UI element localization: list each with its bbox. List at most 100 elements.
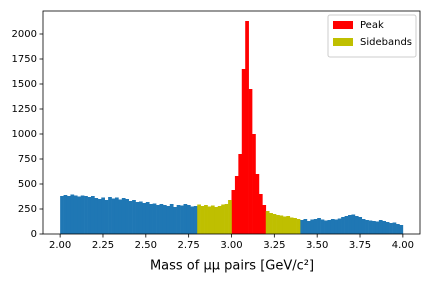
x-tick-label: 3.25 <box>263 240 285 251</box>
histogram-bar <box>282 216 287 234</box>
histogram-bar <box>262 205 267 234</box>
x-axis-label: Mass of μμ pairs [GeV/c²] <box>150 259 314 274</box>
histogram-bar <box>265 211 270 234</box>
histogram-bar <box>169 204 174 234</box>
histogram-bar <box>142 203 147 234</box>
histogram-bar <box>149 204 153 234</box>
legend-label: Peak <box>360 20 384 31</box>
histogram-bar <box>351 214 356 234</box>
histogram-bar <box>258 194 263 234</box>
histogram-bar <box>221 204 225 234</box>
histogram-bar <box>269 213 273 234</box>
histogram-bar <box>204 205 208 234</box>
histogram-bar <box>382 221 387 234</box>
histogram-bar <box>255 174 260 234</box>
histogram-bar <box>84 196 88 234</box>
histogram-bar <box>296 219 301 234</box>
histogram-bar <box>334 219 339 234</box>
histogram-bar <box>303 219 308 234</box>
histogram-bar <box>166 206 171 234</box>
histogram-bar <box>324 220 328 234</box>
histogram-bar <box>313 219 318 234</box>
histogram-bar <box>207 206 212 234</box>
histogram-bar <box>378 220 383 234</box>
histogram-bar <box>330 219 335 234</box>
histogram-bar <box>276 215 280 234</box>
histogram-bar <box>354 216 359 234</box>
x-tick-label: 2.50 <box>135 240 157 251</box>
histogram-bar <box>214 207 219 234</box>
histogram-bar <box>66 196 71 234</box>
histogram-bar <box>132 200 136 234</box>
x-tick-label: 3.00 <box>220 240 242 251</box>
y-tick-label: 750 <box>18 154 37 165</box>
histogram-bar <box>217 206 222 234</box>
histogram-bar <box>344 216 349 234</box>
legend-swatch <box>333 38 353 46</box>
histogram-bar <box>87 197 92 234</box>
histogram-bar <box>138 201 143 234</box>
histogram-bar <box>337 218 342 234</box>
histogram-bar <box>392 222 397 234</box>
legend-label: Sidebands <box>360 37 412 48</box>
histogram-bar <box>289 217 294 234</box>
histogram-bar <box>358 217 363 234</box>
histogram-bar <box>361 219 366 234</box>
y-tick-label: 1500 <box>12 79 37 90</box>
y-tick-label: 2000 <box>12 29 37 40</box>
histogram-bar <box>231 190 236 234</box>
x-tick-label: 3.50 <box>306 240 328 251</box>
histogram-bar <box>396 224 400 234</box>
histogram-bar <box>372 221 376 234</box>
histogram-bar <box>348 215 352 234</box>
histogram-bar <box>97 199 102 234</box>
histogram-bar <box>70 194 75 234</box>
histogram-bar <box>238 154 243 234</box>
histogram-bar <box>210 205 215 234</box>
histogram-bar <box>162 205 167 234</box>
histogram-bar <box>248 89 253 234</box>
legend-swatch <box>333 21 353 29</box>
histogram-bar <box>63 195 68 234</box>
histogram-bar <box>252 134 256 234</box>
histogram-bar <box>317 218 321 234</box>
histogram-bar <box>156 205 160 234</box>
histogram-bar <box>145 202 150 234</box>
histogram-bar <box>368 220 373 234</box>
histogram-bar <box>389 223 393 234</box>
histogram-bar <box>310 219 315 234</box>
histogram-bar <box>173 207 177 234</box>
histogram-bar <box>77 196 81 234</box>
histogram-bar <box>101 197 105 234</box>
histogram-bar <box>241 69 246 234</box>
x-tick-label: 4.00 <box>392 240 414 251</box>
histogram-bar <box>365 220 369 234</box>
histogram-bar <box>80 195 85 234</box>
histogram-bar <box>320 219 325 234</box>
x-tick-label: 2.75 <box>178 240 200 251</box>
histogram-bar <box>341 217 345 234</box>
histogram-bar <box>73 195 78 234</box>
histogram-bar <box>279 215 284 234</box>
x-tick-label: 3.75 <box>349 240 371 251</box>
histogram-bar <box>111 198 116 234</box>
histogram-bar <box>152 203 157 234</box>
histogram-bar <box>125 199 129 234</box>
y-tick-label: 0 <box>31 229 37 240</box>
histogram-bar <box>121 198 126 234</box>
histogram-bar <box>128 201 133 234</box>
histogram-bar <box>375 221 380 234</box>
histogram-bar <box>193 206 198 234</box>
histogram-bar <box>385 222 390 234</box>
histogram-bar <box>114 197 119 234</box>
histogram-bar <box>60 196 64 234</box>
histogram-bar <box>228 200 232 234</box>
histogram-bar <box>306 221 311 234</box>
histogram-bar <box>224 204 229 234</box>
histogram-bar <box>200 206 205 234</box>
histogram-bar <box>186 205 191 234</box>
histogram-bar <box>197 204 201 234</box>
y-tick-label: 1250 <box>12 104 37 115</box>
histogram-bar <box>180 205 184 234</box>
